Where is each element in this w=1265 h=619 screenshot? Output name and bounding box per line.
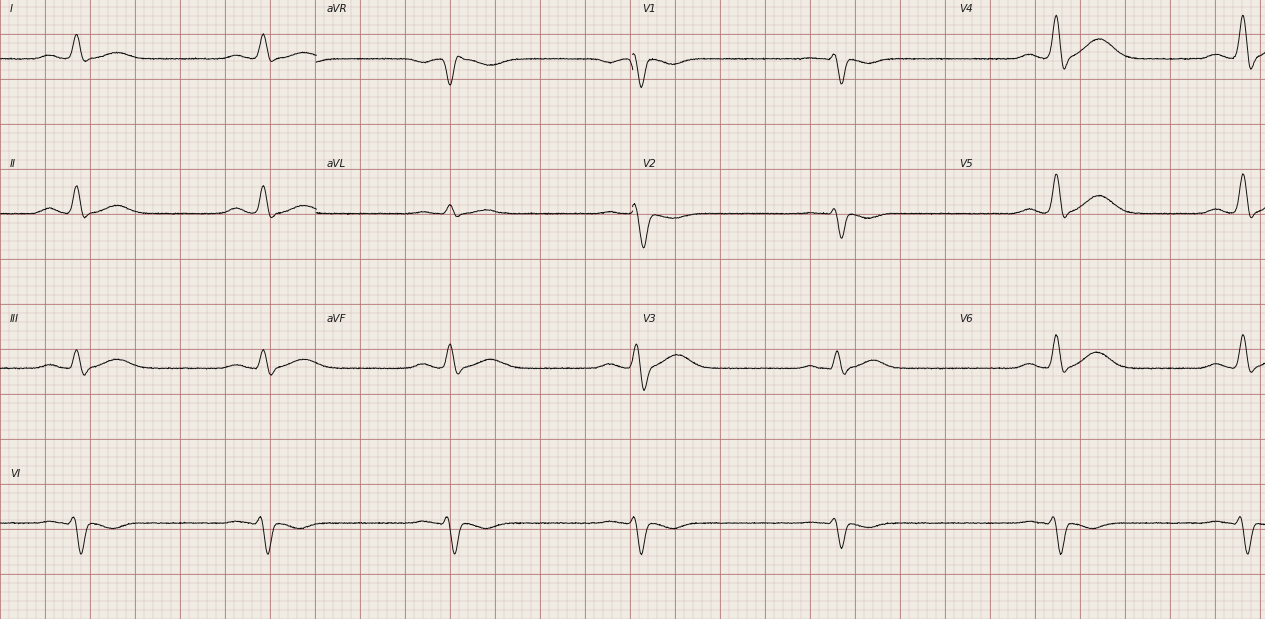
Text: III: III <box>10 314 19 324</box>
Text: aVF: aVF <box>326 314 345 324</box>
Text: V2: V2 <box>643 159 657 169</box>
Text: V1: V1 <box>643 4 657 14</box>
Text: V3: V3 <box>643 314 657 324</box>
Text: V4: V4 <box>959 4 973 14</box>
Text: aVL: aVL <box>326 159 345 169</box>
Text: I: I <box>10 4 13 14</box>
Text: V6: V6 <box>959 314 973 324</box>
Text: II: II <box>10 159 16 169</box>
Text: aVR: aVR <box>326 4 347 14</box>
Text: V5: V5 <box>959 159 973 169</box>
Text: VI: VI <box>10 469 20 478</box>
